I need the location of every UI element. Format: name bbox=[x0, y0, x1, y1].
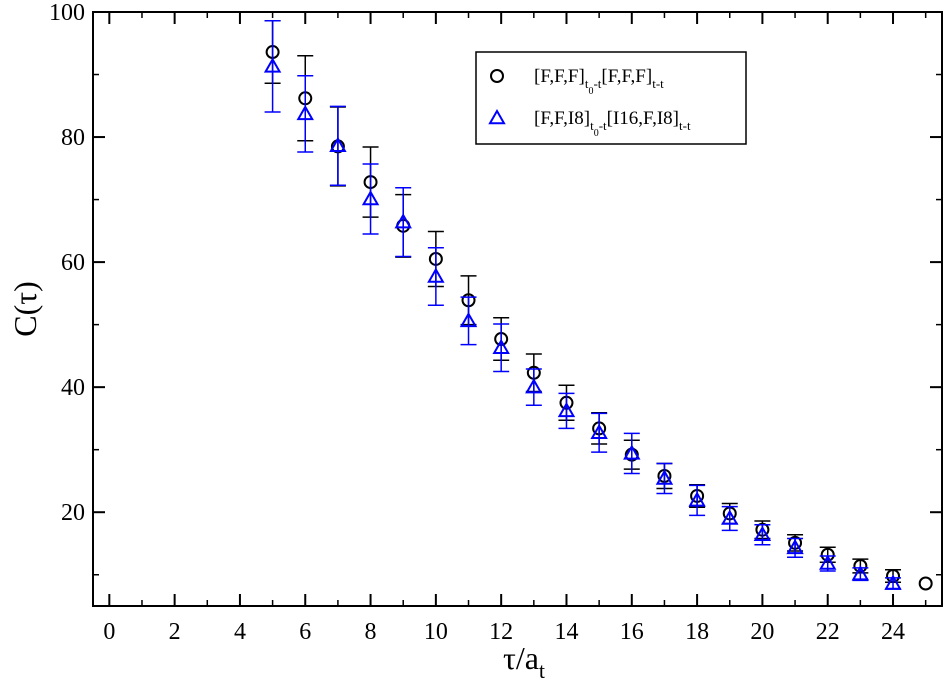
x-tick-label: 20 bbox=[750, 619, 774, 645]
data-point-triangle bbox=[296, 104, 314, 121]
data-point-triangle bbox=[721, 509, 739, 525]
x-tick-label: 16 bbox=[620, 619, 644, 645]
x-axis-label: τ/at bbox=[503, 640, 545, 683]
data-point-triangle bbox=[688, 491, 706, 507]
data-point-triangle bbox=[655, 469, 674, 485]
x-tick-label: 6 bbox=[299, 619, 311, 645]
data-point-triangle bbox=[753, 525, 772, 541]
data-point-triangle bbox=[459, 311, 478, 328]
data-point-triangle bbox=[884, 574, 902, 590]
data-point-triangle bbox=[557, 401, 576, 418]
x-tick-label: 4 bbox=[234, 619, 246, 645]
x-tick-label: 12 bbox=[489, 619, 513, 645]
data-point-triangle bbox=[263, 57, 282, 73]
x-tick-label: 14 bbox=[554, 619, 578, 645]
data-point-circle bbox=[918, 576, 933, 591]
data-point-triangle bbox=[427, 267, 445, 283]
x-tick-label: 0 bbox=[103, 619, 115, 645]
data-point-triangle bbox=[851, 565, 870, 581]
data-point-triangle bbox=[492, 338, 510, 355]
y-tick-label: 60 bbox=[61, 250, 85, 276]
data-layer bbox=[263, 20, 933, 591]
x-tick-label: 8 bbox=[365, 619, 377, 645]
x-tick-label: 22 bbox=[816, 619, 840, 645]
legend-box bbox=[475, 51, 747, 145]
series-2 bbox=[263, 20, 902, 590]
data-point-triangle bbox=[818, 554, 837, 570]
legend-marker-2 bbox=[488, 108, 506, 125]
y-tick-label: 20 bbox=[61, 500, 85, 526]
y-tick-label: 40 bbox=[61, 375, 85, 401]
data-point-triangle bbox=[786, 538, 804, 555]
x-tick-label: 10 bbox=[424, 619, 448, 645]
legend-marker-1 bbox=[490, 69, 504, 83]
legend-label-2: [F,F,I8]t0-t[I16,F,I8]t-t bbox=[534, 108, 691, 139]
data-point-triangle bbox=[361, 189, 380, 206]
y-tick-label: 80 bbox=[61, 125, 85, 151]
legend: [F,F,F]t0-t[F,F,F]t-t [F,F,I8]t0-t[I16,F,… bbox=[475, 51, 747, 145]
data-point-triangle bbox=[329, 136, 347, 153]
y-axis-label: C(τ) bbox=[7, 281, 43, 337]
plot-frame bbox=[92, 11, 943, 607]
data-point-triangle bbox=[394, 213, 412, 229]
legend-label-1: [F,F,F]t0-t[F,F,F]t-t bbox=[534, 66, 664, 97]
x-tick-label: 18 bbox=[685, 619, 709, 645]
x-tick-label: 24 bbox=[881, 619, 905, 645]
data-point-triangle bbox=[623, 444, 641, 460]
data-point-triangle bbox=[590, 423, 608, 440]
data-point-triangle bbox=[525, 378, 543, 394]
y-tick-label: 100 bbox=[49, 0, 85, 26]
x-tick-label: 2 bbox=[169, 619, 181, 645]
